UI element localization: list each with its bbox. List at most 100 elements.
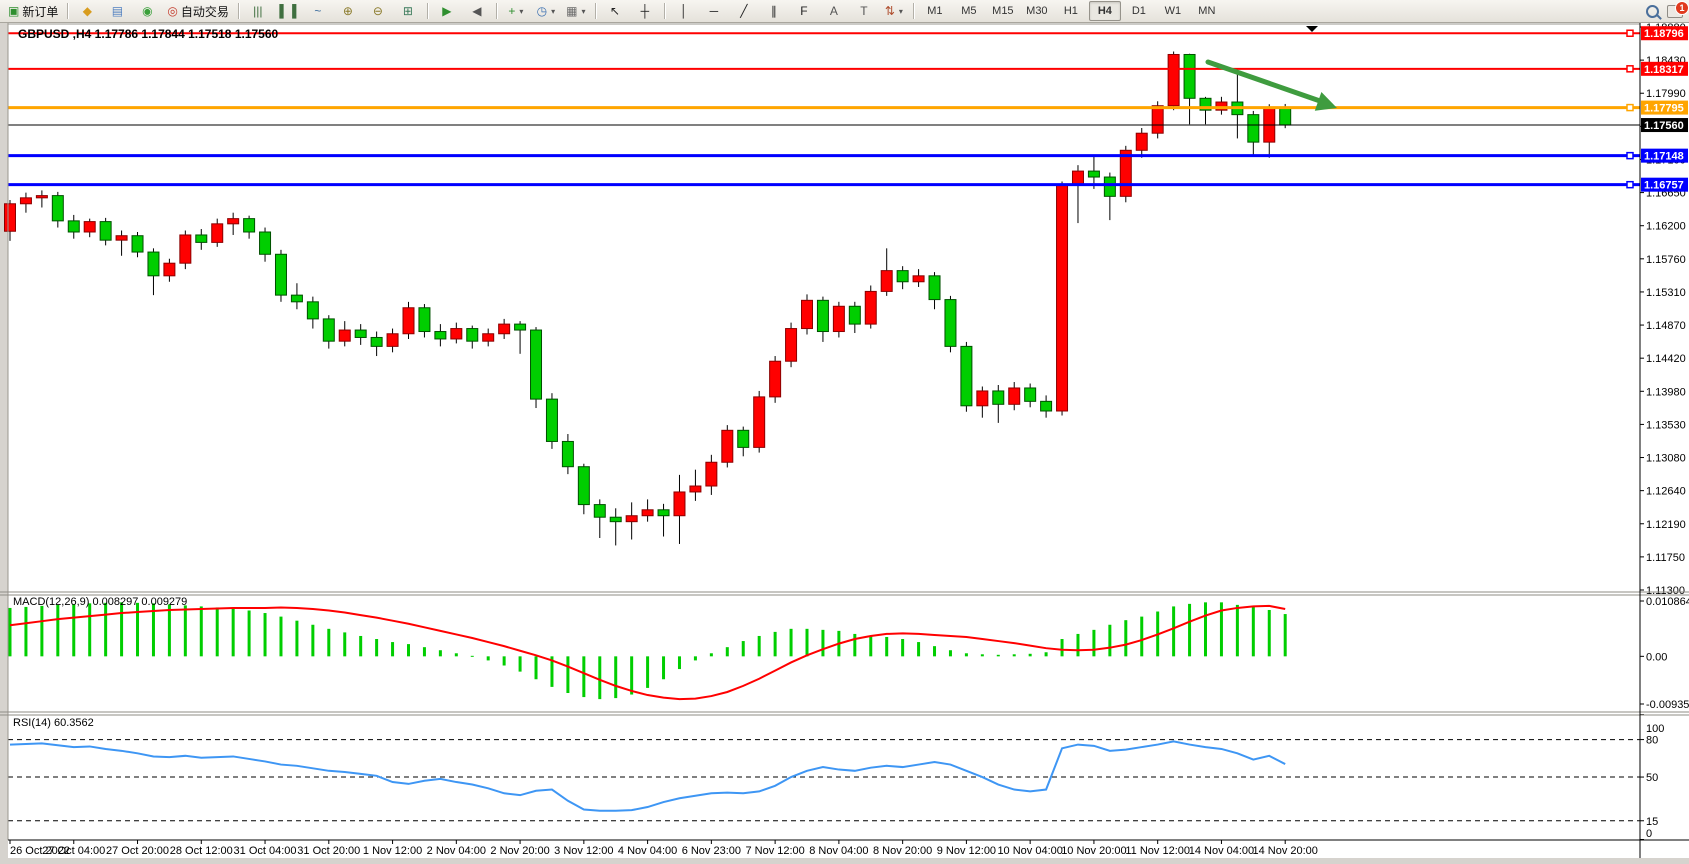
- timeframe-mn-button[interactable]: MN: [1198, 5, 1216, 17]
- arrows-icon: ⇅: [884, 4, 895, 18]
- svg-text:1.13080: 1.13080: [1646, 453, 1686, 465]
- bar-chart-button[interactable]: |||: [244, 1, 272, 22]
- svg-text:26 Oct 2022: 26 Oct 2022: [10, 845, 70, 857]
- svg-text:11 Nov 12:00: 11 Nov 12:00: [1125, 845, 1190, 857]
- candle: [944, 299, 957, 347]
- text-label-button[interactable]: T: [850, 1, 878, 22]
- svg-text:1.18796: 1.18796: [1644, 28, 1684, 40]
- fibonacci-icon: F: [800, 4, 808, 18]
- trendline-button[interactable]: ╱: [730, 1, 758, 22]
- zoom-out-button[interactable]: ⊖: [364, 1, 392, 22]
- horizontal-line-icon: ─: [709, 4, 719, 18]
- zoom-in-button[interactable]: ⊕: [334, 1, 362, 22]
- text-button[interactable]: A: [820, 1, 848, 22]
- arrows-button[interactable]: ⇅ ▾: [880, 1, 908, 22]
- candle: [737, 429, 750, 448]
- signal-icon: ◉: [142, 4, 153, 18]
- svg-text:8 Nov 20:00: 8 Nov 20:00: [873, 845, 932, 857]
- line-handle[interactable]: [1626, 180, 1634, 189]
- autotrading-button[interactable]: ◎ 自动交易: [163, 1, 233, 22]
- channel-button[interactable]: ∥: [760, 1, 788, 22]
- svg-text:1.11750: 1.11750: [1646, 552, 1685, 564]
- candle: [338, 329, 351, 342]
- horizontal-line-button[interactable]: ─: [700, 1, 728, 22]
- template-icon: ▦: [566, 4, 578, 18]
- svg-text:1.16200: 1.16200: [1646, 221, 1686, 233]
- chart-shift-marker-icon[interactable]: [1306, 26, 1318, 32]
- notifications-icon[interactable]: 1: [1667, 1, 1689, 18]
- candle: [832, 305, 845, 333]
- timeframe-m15-button[interactable]: M15: [992, 5, 1014, 17]
- line-chart-button[interactable]: ~: [304, 1, 332, 22]
- indicators-button[interactable]: + ▾: [502, 1, 530, 22]
- chart-shift-button[interactable]: ◀: [463, 1, 491, 22]
- timeframe-h1-button[interactable]: H1: [1063, 5, 1078, 17]
- candle: [259, 231, 272, 255]
- candle: [960, 345, 973, 407]
- panel-borders: [0, 23, 1689, 858]
- svg-text:1.17795: 1.17795: [1644, 103, 1684, 115]
- candle: [482, 333, 495, 342]
- new-order-button-label: 新订单: [22, 4, 59, 19]
- signals-button[interactable]: ◉: [133, 1, 161, 22]
- navigator-button[interactable]: ▤: [103, 1, 131, 22]
- svg-text:7 Nov 12:00: 7 Nov 12:00: [745, 845, 804, 857]
- templates-button[interactable]: ▦ ▾: [562, 1, 590, 22]
- bar-chart-icon: |||: [253, 4, 263, 18]
- navigator-icon: ▤: [111, 4, 124, 18]
- line-handle[interactable]: [1626, 103, 1634, 112]
- svg-text:10 Nov 04:00: 10 Nov 04:00: [997, 845, 1062, 857]
- timeframe-m1-button[interactable]: M1: [927, 5, 943, 17]
- new-order-icon: ▣: [8, 4, 20, 18]
- svg-text:15: 15: [1646, 816, 1658, 828]
- text-label-icon: T: [860, 4, 868, 18]
- chart-shift-icon: ◀: [472, 4, 482, 18]
- fibonacci-button[interactable]: F: [790, 1, 818, 22]
- svg-text:50: 50: [1646, 772, 1658, 784]
- macd-signal-line: [9, 604, 1286, 701]
- candle: [466, 328, 479, 342]
- market-watch-button[interactable]: ◆: [73, 1, 101, 22]
- svg-text:27 Oct 20:00: 27 Oct 20:00: [106, 845, 169, 857]
- auto-scroll-button[interactable]: ▶: [433, 1, 461, 22]
- line-handle[interactable]: [1626, 29, 1634, 37]
- trend-arrow-annotation[interactable]: [1205, 59, 1337, 111]
- svg-text:0.010864: 0.010864: [1646, 596, 1689, 608]
- svg-text:1 Nov 12:00: 1 Nov 12:00: [363, 845, 422, 857]
- candle: [848, 305, 861, 325]
- svg-text:1.18317: 1.18317: [1644, 64, 1684, 76]
- svg-text:1.14420: 1.14420: [1646, 353, 1686, 365]
- candle: [211, 223, 224, 243]
- vertical-line-button[interactable]: │: [670, 1, 698, 22]
- candlestick-chart-button[interactable]: ▌▐: [274, 1, 302, 22]
- timeframe-m5-button[interactable]: M5: [961, 5, 977, 17]
- candle: [354, 329, 367, 338]
- svg-text:1.12640: 1.12640: [1646, 486, 1686, 498]
- cursor-button[interactable]: ↖: [601, 1, 629, 22]
- line-handle[interactable]: [1626, 151, 1634, 160]
- search-icon[interactable]: [1646, 5, 1659, 18]
- candle: [1247, 114, 1260, 143]
- svg-text:10 Nov 20:00: 10 Nov 20:00: [1061, 845, 1126, 857]
- tile-windows-button[interactable]: ⊞: [394, 1, 422, 22]
- plot-background: [8, 23, 1640, 840]
- timeframe-d1-button[interactable]: D1: [1131, 5, 1146, 17]
- candle: [179, 234, 192, 264]
- timeframe-h4-button[interactable]: H4: [1088, 1, 1121, 21]
- svg-text:-0.009358: -0.009358: [1646, 699, 1689, 711]
- new-order-button[interactable]: ▣ 新订单: [4, 1, 62, 22]
- svg-text:28 Oct 12:00: 28 Oct 12:00: [170, 845, 233, 857]
- candle: [1135, 132, 1148, 151]
- trendline-icon: ╱: [740, 4, 748, 18]
- periods-button[interactable]: ◷ ▾: [532, 1, 560, 22]
- svg-text:8 Nov 04:00: 8 Nov 04:00: [809, 845, 868, 857]
- timeframe-w1-button[interactable]: W1: [1164, 5, 1182, 17]
- timeframe-m30-button[interactable]: M30: [1026, 5, 1048, 17]
- crosshair-button[interactable]: ┼: [631, 1, 659, 22]
- price-tag: [1641, 100, 1688, 115]
- line-handle[interactable]: [1626, 65, 1634, 73]
- candle: [386, 333, 399, 347]
- svg-text:1.12190: 1.12190: [1646, 519, 1686, 531]
